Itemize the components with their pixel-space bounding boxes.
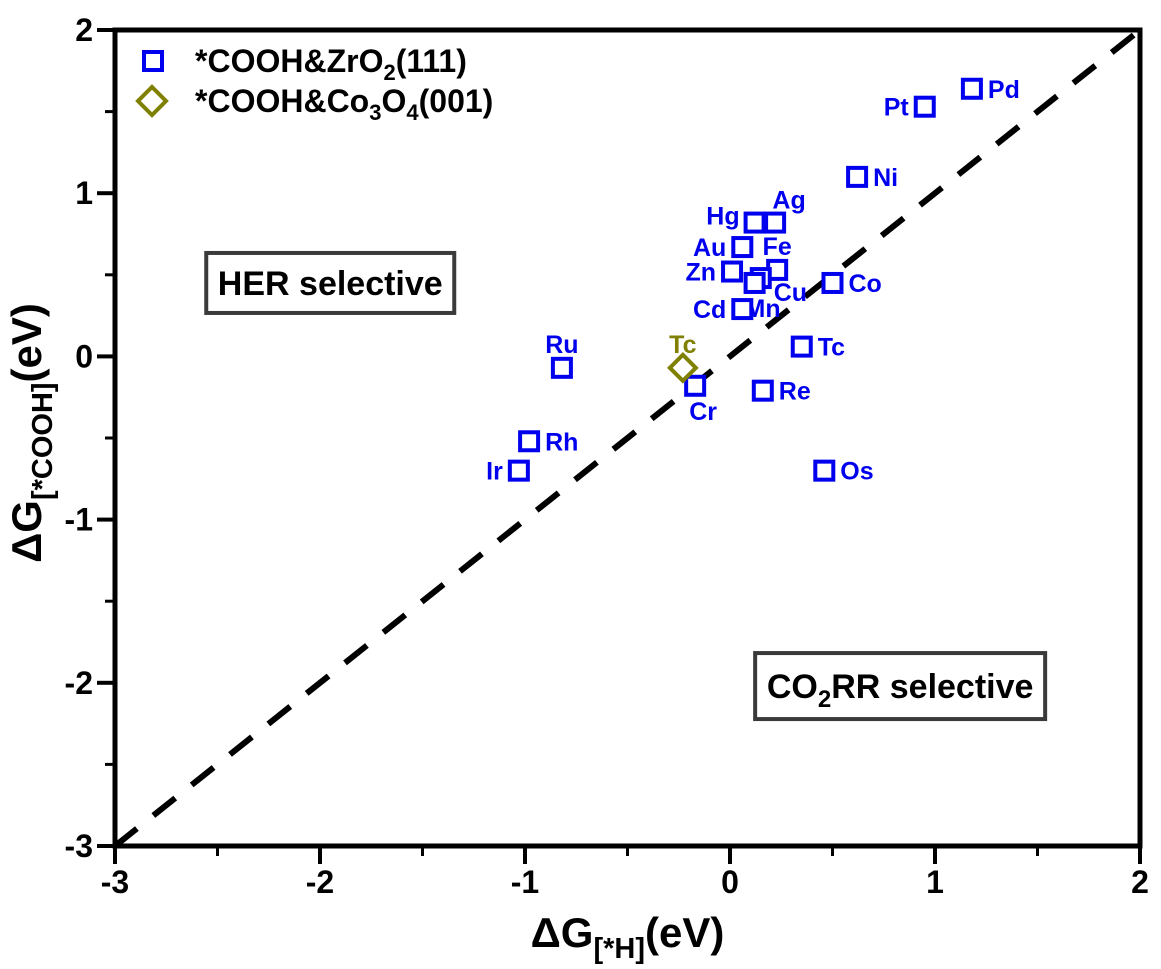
y-tick-label: -1 bbox=[65, 502, 93, 538]
point-label-Ir-s0: Ir bbox=[486, 458, 503, 486]
y-tick-label: 1 bbox=[75, 175, 93, 211]
point-label-Ru-s0: Ru bbox=[545, 331, 578, 359]
marker-Au-s0 bbox=[731, 236, 754, 259]
y-tick-label: 2 bbox=[75, 12, 93, 48]
marker-Ir-s0 bbox=[507, 459, 530, 482]
annotation-box-0 bbox=[204, 250, 457, 315]
marker-Hg-s0 bbox=[743, 211, 766, 234]
point-label-Co-s0: Co bbox=[849, 270, 882, 298]
marker-Co-s0 bbox=[821, 271, 844, 294]
point-label-Au-s0: Au bbox=[693, 234, 726, 262]
point-label-Os-s0: Os bbox=[840, 458, 873, 486]
parity-line bbox=[113, 27, 1142, 849]
annotation-text-1: CO2RR selective bbox=[767, 668, 1034, 713]
annotation-text-0: HER selective bbox=[218, 265, 443, 303]
marker-Ru-s0 bbox=[550, 356, 573, 379]
point-label-Re-s0: Re bbox=[779, 378, 811, 406]
marker-Cd-s0 bbox=[731, 298, 754, 321]
marker-Tc-s1 bbox=[667, 351, 699, 384]
y-axis-title: ΔG[*COOH](eV) bbox=[3, 303, 59, 563]
legend-marker-1 bbox=[135, 84, 169, 118]
point-label-Fe-s0: Fe bbox=[763, 233, 792, 261]
annotation-box-1 bbox=[753, 651, 1048, 722]
point-label-Cu-s0: Cu bbox=[774, 279, 807, 307]
point-label-Ni-s0: Ni bbox=[873, 164, 898, 192]
marker-Re-s0 bbox=[751, 379, 774, 402]
marker-Zn-s0 bbox=[721, 260, 744, 283]
y-tick-label: -2 bbox=[65, 665, 93, 701]
marker-Tc-s0 bbox=[790, 335, 813, 358]
point-label-Cd-s0: Cd bbox=[693, 296, 726, 324]
point-label-Ag-s0: Ag bbox=[772, 187, 805, 215]
x-tick-label: 0 bbox=[721, 864, 739, 900]
point-label-Zn-s0: Zn bbox=[686, 259, 717, 287]
x-tick-label: 2 bbox=[1131, 864, 1149, 900]
point-label-Cr-s0: Cr bbox=[689, 398, 717, 426]
point-label-Pd-s0: Pd bbox=[988, 76, 1020, 104]
marker-Mn-s0 bbox=[743, 271, 766, 294]
point-label-Tc-s0: Tc bbox=[818, 334, 845, 362]
x-tick-label: -2 bbox=[306, 864, 334, 900]
x-axis-title: ΔG[*H](eV) bbox=[531, 909, 725, 964]
marker-Ni-s0 bbox=[846, 165, 869, 188]
marker-Pt-s0 bbox=[913, 95, 936, 118]
point-label-Pt-s0: Pt bbox=[884, 94, 910, 122]
legend-marker-0 bbox=[142, 50, 164, 72]
point-label-Hg-s0: Hg bbox=[706, 203, 739, 231]
marker-Cr-s0 bbox=[684, 374, 707, 397]
axes-frame bbox=[112, 27, 1143, 849]
y-tick-label: 0 bbox=[75, 338, 93, 374]
legend-label-0: *COOH&ZrO2(111) bbox=[195, 43, 467, 85]
legend-label-1: *COOH&Co3O4(001) bbox=[195, 83, 493, 125]
point-label-Rh-s0: Rh bbox=[545, 428, 578, 456]
point-label-Tc-s1: Tc bbox=[669, 331, 696, 359]
marker-Ag-s0 bbox=[764, 211, 787, 234]
marker-Os-s0 bbox=[813, 459, 836, 482]
marker-Rh-s0 bbox=[518, 430, 541, 453]
x-tick-label: 1 bbox=[926, 864, 944, 900]
x-tick-label: -1 bbox=[511, 864, 539, 900]
y-tick-label: -3 bbox=[65, 828, 93, 864]
x-tick-label: -3 bbox=[101, 864, 129, 900]
marker-Pd-s0 bbox=[960, 77, 983, 100]
